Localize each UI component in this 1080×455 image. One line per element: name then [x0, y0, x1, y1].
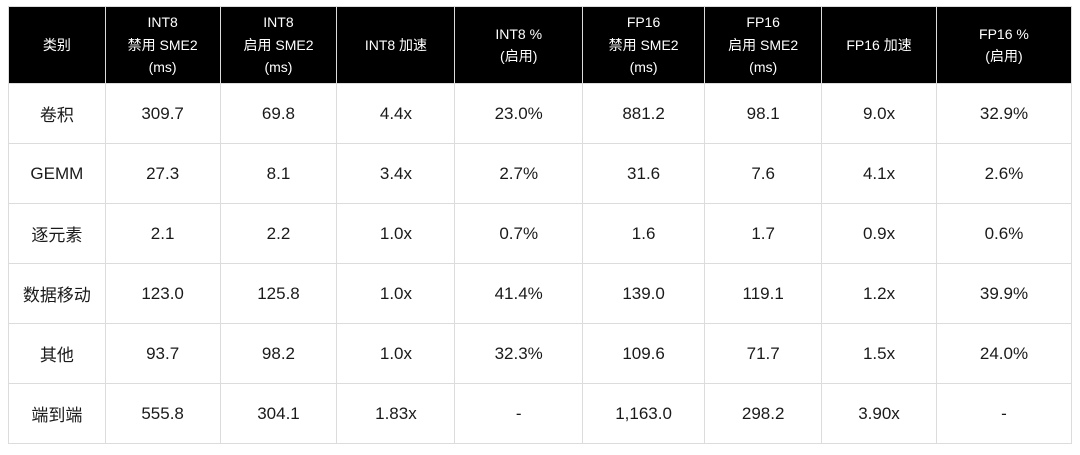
cell: 1.2x [821, 263, 937, 324]
cell: 39.9% [935, 263, 1073, 324]
table-row-data-movement: 数据移动 123.0 125.8 1.0x 41.4% 139.0 119.1 … [8, 263, 1073, 324]
col-header-int8-speedup: INT8 加速 [336, 6, 456, 84]
cell: - [454, 383, 583, 444]
cell: 109.6 [581, 323, 706, 384]
table-body: 卷积 309.7 69.8 4.4x 23.0% 881.2 98.1 9.0x… [8, 83, 1073, 444]
cell: 31.6 [581, 143, 706, 204]
header-row: 类别 INT8 禁用 SME2 (ms) INT8 启用 SME2 (ms) I… [8, 6, 1073, 84]
cell: 4.4x [336, 83, 456, 144]
cell: 32.3% [454, 323, 583, 384]
col-header-int8-enabled-ms: INT8 启用 SME2 (ms) [219, 6, 338, 84]
col-header-fp16-percent: FP16 % (启用) [935, 6, 1073, 84]
cell: 0.7% [454, 203, 583, 264]
cell: 1.6 [581, 203, 706, 264]
cell: 98.1 [704, 83, 823, 144]
cell: 123.0 [104, 263, 221, 324]
col-header-int8-percent: INT8 % (启用) [454, 6, 583, 84]
cell: 8.1 [219, 143, 338, 204]
cell: 298.2 [704, 383, 823, 444]
row-label: GEMM [8, 143, 106, 204]
row-label: 其他 [8, 323, 106, 384]
cell: 0.6% [935, 203, 1073, 264]
cell: 555.8 [104, 383, 221, 444]
row-label: 端到端 [8, 383, 106, 444]
cell: 139.0 [581, 263, 706, 324]
cell: 93.7 [104, 323, 221, 384]
cell: 0.9x [821, 203, 937, 264]
table-row-gemm: GEMM 27.3 8.1 3.4x 2.7% 31.6 7.6 4.1x 2.… [8, 143, 1073, 204]
cell: 1.0x [336, 323, 456, 384]
cell: 1.7 [704, 203, 823, 264]
cell: 1.83x [336, 383, 456, 444]
cell: 98.2 [219, 323, 338, 384]
cell: 69.8 [219, 83, 338, 144]
table-row-other: 其他 93.7 98.2 1.0x 32.3% 109.6 71.7 1.5x … [8, 323, 1073, 384]
cell: 119.1 [704, 263, 823, 324]
cell: 304.1 [219, 383, 338, 444]
col-header-int8-disabled-ms: INT8 禁用 SME2 (ms) [104, 6, 221, 84]
cell: 309.7 [104, 83, 221, 144]
table-header: 类别 INT8 禁用 SME2 (ms) INT8 启用 SME2 (ms) I… [8, 6, 1073, 84]
cell: 3.4x [336, 143, 456, 204]
cell: 23.0% [454, 83, 583, 144]
cell: 7.6 [704, 143, 823, 204]
table-row-convolution: 卷积 309.7 69.8 4.4x 23.0% 881.2 98.1 9.0x… [8, 83, 1073, 144]
cell: 71.7 [704, 323, 823, 384]
cell: 9.0x [821, 83, 937, 144]
row-label: 数据移动 [8, 263, 106, 324]
table-row-end-to-end: 端到端 555.8 304.1 1.83x - 1,163.0 298.2 3.… [8, 383, 1073, 444]
sme2-benchmark-table: 类别 INT8 禁用 SME2 (ms) INT8 启用 SME2 (ms) I… [8, 6, 1073, 444]
cell: 24.0% [935, 323, 1073, 384]
cell: 2.6% [935, 143, 1073, 204]
cell: 1.0x [336, 263, 456, 324]
col-header-category: 类别 [8, 6, 106, 84]
table-row-elementwise: 逐元素 2.1 2.2 1.0x 0.7% 1.6 1.7 0.9x 0.6% [8, 203, 1073, 264]
cell: 1,163.0 [581, 383, 706, 444]
row-label: 卷积 [8, 83, 106, 144]
cell: 125.8 [219, 263, 338, 324]
cell: 3.90x [821, 383, 937, 444]
cell: 41.4% [454, 263, 583, 324]
cell: - [935, 383, 1073, 444]
cell: 1.0x [336, 203, 456, 264]
cell: 2.7% [454, 143, 583, 204]
cell: 1.5x [821, 323, 937, 384]
cell: 32.9% [935, 83, 1073, 144]
cell: 4.1x [821, 143, 937, 204]
cell: 2.1 [104, 203, 221, 264]
col-header-fp16-speedup: FP16 加速 [821, 6, 937, 84]
cell: 2.2 [219, 203, 338, 264]
col-header-fp16-disabled-ms: FP16 禁用 SME2 (ms) [581, 6, 706, 84]
col-header-fp16-enabled-ms: FP16 启用 SME2 (ms) [704, 6, 823, 84]
row-label: 逐元素 [8, 203, 106, 264]
cell: 881.2 [581, 83, 706, 144]
cell: 27.3 [104, 143, 221, 204]
benchmark-table-container: 类别 INT8 禁用 SME2 (ms) INT8 启用 SME2 (ms) I… [8, 6, 1073, 444]
